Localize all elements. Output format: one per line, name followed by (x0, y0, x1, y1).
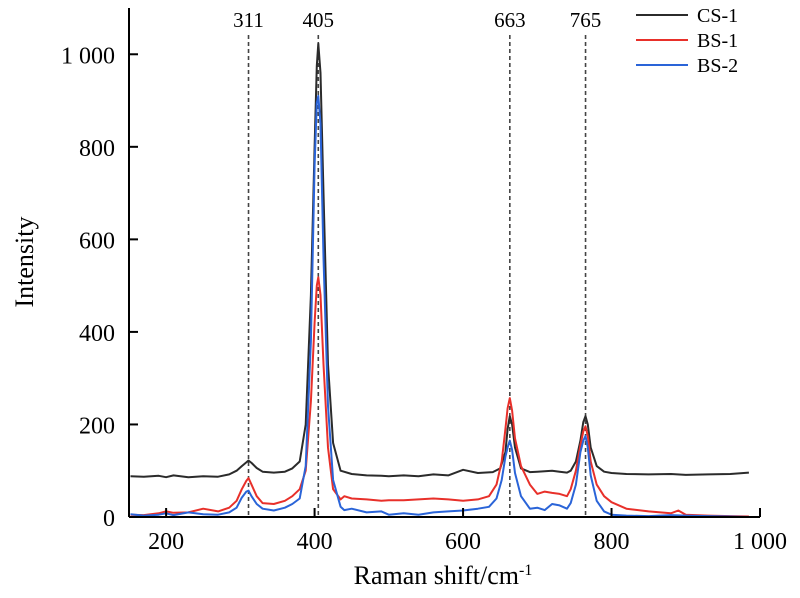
series-layer (130, 42, 749, 518)
peak-label-765: 765 (570, 8, 602, 32)
y-axis-title: Intensity (10, 217, 39, 308)
legend: CS-1 BS-1 BS-2 (636, 5, 738, 77)
y-tick-label: 400 (79, 321, 115, 347)
legend-label-bs-1: BS-1 (697, 30, 738, 52)
legend-label-bs-2: BS-2 (697, 55, 738, 77)
series-line-bs-1 (130, 276, 749, 518)
y-tick-label: 600 (79, 228, 115, 254)
y-tick-label: 800 (79, 136, 115, 162)
peak-label-405: 405 (303, 8, 335, 32)
x-tick-label: 800 (594, 529, 630, 555)
series-line-bs-2 (130, 94, 749, 518)
peak-label-663: 663 (494, 8, 526, 32)
peak-label-311: 311 (233, 8, 264, 32)
x-tick-label: 1 000 (733, 529, 787, 555)
legend-label-cs-1: CS-1 (697, 5, 738, 27)
x-axis-title: Raman shift/cm-1 (354, 561, 533, 590)
axes: 200 400 600 800 1 000 0 200 400 600 800 1 000 (61, 8, 787, 555)
y-tick-label: 1 000 (61, 43, 115, 69)
x-tick-label: 200 (148, 529, 184, 555)
x-axis-title-main: Raman shift/cm (354, 561, 519, 590)
peak-markers: 311 405 663 765 (233, 8, 601, 517)
series-line-cs-1 (130, 42, 749, 479)
x-tick-label: 400 (297, 529, 333, 555)
y-tick-label: 200 (79, 413, 115, 439)
y-tick-label: 0 (103, 506, 115, 532)
x-axis-title-superscript: -1 (519, 562, 532, 579)
x-tick-label: 600 (445, 529, 481, 555)
